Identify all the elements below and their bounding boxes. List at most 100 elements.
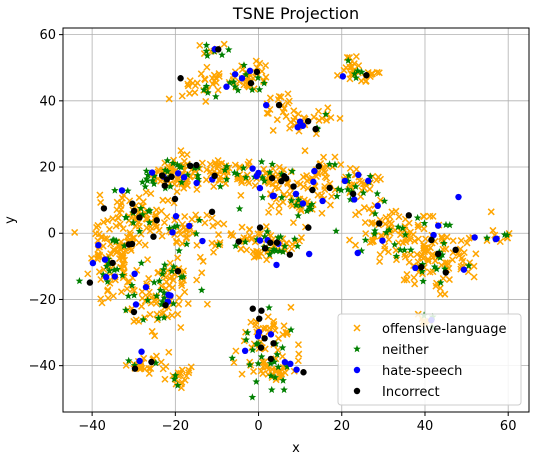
data-point [173,222,181,230]
data-point [257,249,265,257]
data-point [130,207,138,215]
data-point [406,228,415,236]
data-point [158,172,166,179]
data-point [132,301,140,308]
data-point [402,238,410,246]
data-point [120,241,129,250]
data-point [331,153,339,161]
data-point [430,262,439,271]
data-point [376,175,385,183]
data-point [434,250,442,258]
data-point [161,182,168,189]
data-point [116,220,124,228]
data-point [105,266,114,275]
data-point [161,166,170,174]
data-point [275,208,283,216]
data-point [326,201,334,209]
data-point [387,220,395,228]
data-point [258,67,266,75]
data-point [353,66,362,75]
data-point [196,41,204,49]
data-point [177,75,184,82]
data-point [197,70,205,78]
data-point [241,238,250,246]
data-point [374,202,381,210]
data-point [390,240,399,248]
data-point [426,212,434,220]
data-point [460,266,468,273]
data-point [231,71,239,78]
data-point [148,327,156,335]
data-point [263,256,271,264]
data-point [163,176,170,183]
data-point [254,230,262,238]
data-point [308,200,316,208]
data-point [97,198,105,206]
data-point [181,212,189,221]
data-point [246,232,254,240]
data-point [193,241,201,249]
data-point [249,305,256,312]
data-point [163,167,172,175]
data-point [153,217,160,224]
data-point [197,286,206,294]
data-point [293,366,300,373]
data-point [158,297,167,305]
data-point [223,83,230,90]
data-point [286,251,294,258]
data-point [396,231,404,239]
data-point [158,269,167,278]
data-point [267,355,275,363]
data-point [493,235,500,242]
data-point [263,227,272,235]
data-point [178,151,186,159]
data-point [463,239,471,247]
data-point [131,365,139,372]
data-point [284,90,292,98]
data-point [203,51,212,59]
data-point [381,242,389,250]
data-point [426,268,434,276]
data-point [395,213,403,221]
data-point [119,252,127,260]
data-point [129,234,137,242]
data-point [174,254,182,262]
data-point [226,78,234,86]
data-point [193,276,201,284]
data-point [184,82,192,90]
data-point [265,303,273,311]
data-point [187,363,195,371]
data-point [299,200,307,207]
data-point [460,248,468,257]
y-axis-label: y [3,216,18,224]
data-point [186,89,194,97]
data-point [256,184,264,192]
data-point [159,265,168,273]
data-point [175,294,183,302]
data-point [352,165,360,173]
data-point [220,220,228,228]
data-point [432,282,440,290]
data-point [238,370,246,378]
legend-label: neither [382,343,429,358]
data-point [449,237,457,245]
hate-speech-series [89,46,500,373]
data-point [361,218,369,227]
data-point [105,225,114,233]
data-point [256,59,264,67]
legend-marker [353,345,361,353]
data-point [455,193,462,201]
data-point [311,167,318,175]
data-point [198,159,206,167]
data-point [324,104,332,112]
data-point [294,110,302,118]
data-point [100,205,108,212]
data-point [325,160,334,168]
data-point [312,172,320,181]
data-point [249,165,256,172]
data-point [290,107,298,115]
data-point [403,276,411,284]
data-point [98,299,106,307]
data-point [129,218,138,226]
data-points [71,40,513,401]
